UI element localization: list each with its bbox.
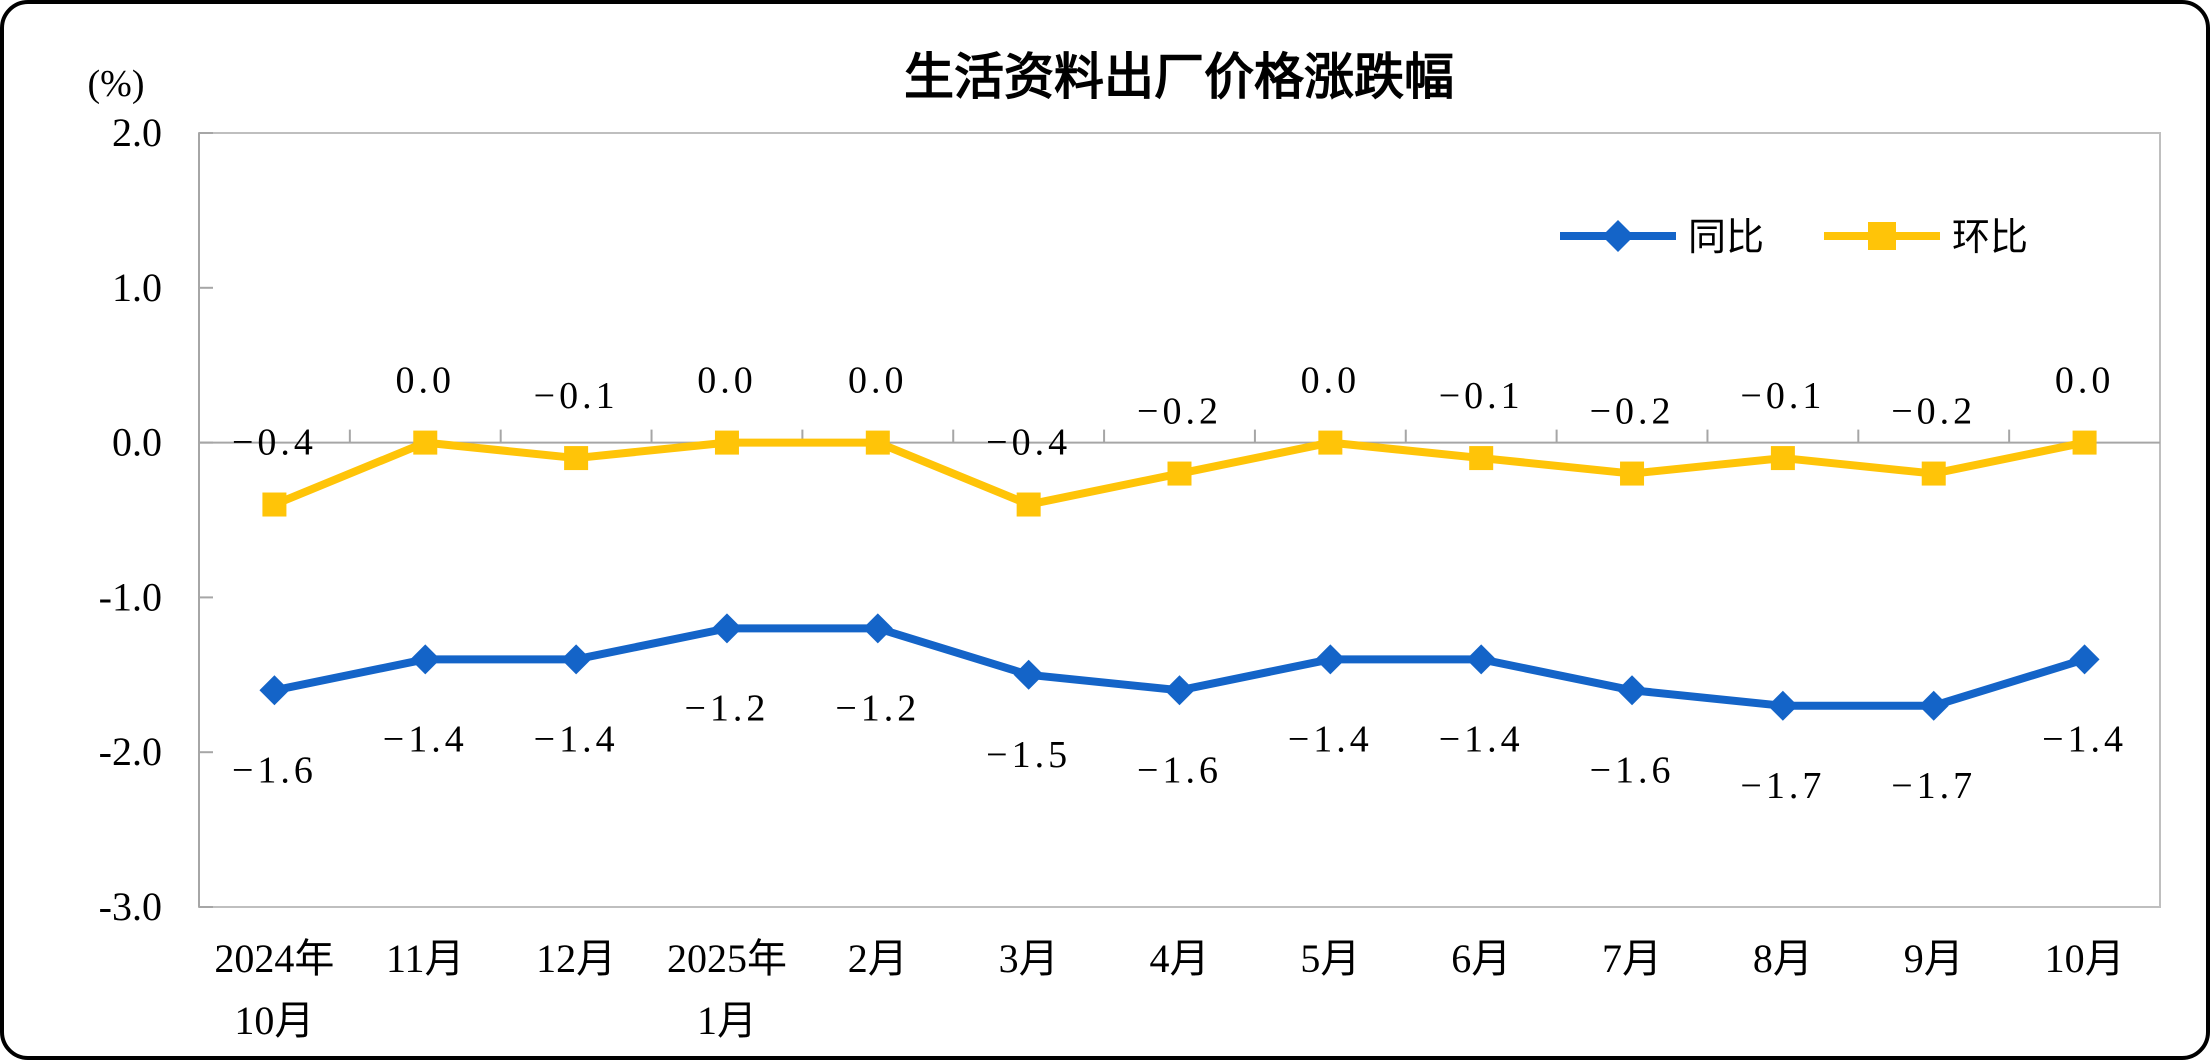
- diamond-marker-icon: [711, 613, 742, 644]
- diamond-marker-icon: [1013, 659, 1044, 690]
- data-label: −1.4: [2042, 718, 2127, 760]
- y-axis-tick-label: -3.0: [99, 884, 162, 929]
- x-axis-label: 2025年: [667, 936, 787, 981]
- legend-item-huanbi: 环比: [1824, 217, 2028, 259]
- legend-item-tongbi: 同比: [1560, 217, 1764, 259]
- x-axis-label: 6月: [1451, 936, 1511, 981]
- square-marker-icon: [865, 430, 890, 455]
- data-label: 0.0: [396, 360, 456, 402]
- x-axis-label: 4月: [1150, 936, 1210, 981]
- x-axis-label: 2月: [848, 936, 908, 981]
- data-label: −0.4: [232, 422, 317, 464]
- data-label: 0.0: [1301, 360, 1361, 402]
- diamond-marker-icon: [259, 675, 290, 706]
- square-marker-icon: [1921, 461, 1946, 486]
- square-marker-icon: [1868, 222, 1896, 250]
- data-label: 0.0: [697, 360, 757, 402]
- data-label: −0.1: [1740, 375, 1825, 417]
- square-marker-icon: [2072, 430, 2097, 455]
- x-axis-label: 12月: [536, 936, 616, 981]
- square-marker-icon: [262, 492, 287, 517]
- data-label: −1.4: [534, 718, 619, 760]
- data-label: −1.4: [383, 718, 468, 760]
- x-axis-label: 7月: [1602, 936, 1662, 981]
- y-axis-tick-label: 0.0: [112, 420, 162, 465]
- diamond-marker-icon: [1315, 644, 1346, 675]
- x-axis-label: 10月: [234, 998, 314, 1043]
- line-chart: 生活资料出厂价格涨跌幅 (%) 2.0 1.0 0.0 -1.0 -2.0 -3.0 202…: [88, 49, 2161, 1043]
- data-label: −1.4: [1288, 718, 1373, 760]
- data-label: −1.6: [1590, 749, 1675, 791]
- diamond-marker-icon: [1164, 675, 1195, 706]
- data-label: −1.2: [835, 687, 920, 729]
- diamond-marker-icon: [1602, 220, 1634, 252]
- square-marker-icon: [1167, 461, 1192, 486]
- diamond-marker-icon: [1767, 690, 1798, 721]
- diamond-marker-icon: [1466, 644, 1497, 675]
- data-label: −0.2: [1137, 391, 1222, 433]
- x-axis-label: 11月: [386, 936, 465, 981]
- data-label: −0.2: [1590, 391, 1675, 433]
- square-marker-icon: [1318, 430, 1343, 455]
- y-axis-tick-label: 2.0: [112, 110, 162, 155]
- data-label: 0.0: [2055, 360, 2115, 402]
- data-label: −0.4: [986, 422, 1071, 464]
- data-label: −0.1: [1439, 375, 1524, 417]
- y-axis-tick-label: -2.0: [99, 729, 162, 774]
- data-label: −1.2: [684, 687, 769, 729]
- y-axis-tick-label: -1.0: [99, 574, 162, 619]
- square-marker-icon: [714, 430, 739, 455]
- diamond-marker-icon: [561, 644, 592, 675]
- square-marker-icon: [1469, 446, 1494, 471]
- diamond-marker-icon: [862, 613, 893, 644]
- y-axis-unit-label: (%): [88, 63, 145, 105]
- chart-title: 生活资料出厂价格涨跌幅: [904, 49, 1454, 105]
- data-label: −1.4: [1439, 718, 1524, 760]
- x-axis-label: 9月: [1904, 936, 1964, 981]
- legend: 同比 环比: [1560, 217, 2028, 259]
- y-axis-tick-label: 1.0: [112, 265, 162, 310]
- square-marker-icon: [413, 430, 438, 455]
- legend-label-tongbi: 同比: [1688, 217, 1764, 259]
- data-label: −0.2: [1891, 391, 1976, 433]
- diamond-marker-icon: [1918, 690, 1949, 721]
- diamond-marker-icon: [410, 644, 441, 675]
- data-label: −1.7: [1740, 765, 1825, 807]
- square-marker-icon: [1016, 492, 1041, 517]
- x-axis-label: 1月: [697, 998, 757, 1043]
- x-axis-label: 2024年: [214, 936, 334, 981]
- square-marker-icon: [1770, 446, 1795, 471]
- data-label: −0.1: [534, 375, 619, 417]
- x-axis-label: 5月: [1300, 936, 1360, 981]
- data-label: −1.6: [1137, 749, 1222, 791]
- diamond-marker-icon: [2069, 644, 2100, 675]
- data-label: −1.7: [1891, 765, 1976, 807]
- x-axis-label: 10月: [2045, 936, 2125, 981]
- data-label: 0.0: [848, 360, 908, 402]
- diamond-marker-icon: [1617, 675, 1648, 706]
- plot-area: 2.0 1.0 0.0 -1.0 -2.0 -3.0 2024年 10月 11月 12月 2025年…: [99, 110, 2161, 1043]
- square-marker-icon: [564, 446, 589, 471]
- data-label: −1.5: [986, 734, 1071, 776]
- legend-label-huanbi: 环比: [1952, 217, 2028, 259]
- square-marker-icon: [1620, 461, 1645, 486]
- x-axis-label: 3月: [999, 936, 1059, 981]
- data-label: −1.6: [232, 749, 317, 791]
- x-axis-label: 8月: [1753, 936, 1813, 981]
